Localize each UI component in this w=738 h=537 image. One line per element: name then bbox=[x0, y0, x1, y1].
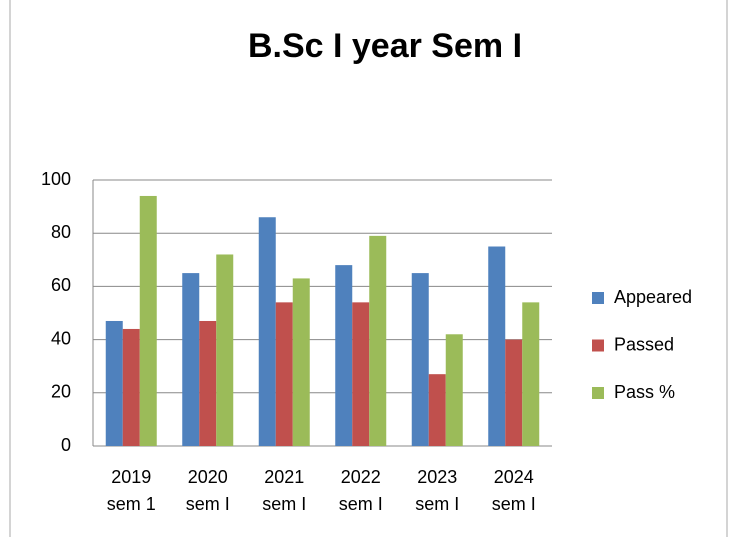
bar bbox=[335, 265, 353, 446]
y-tick-label: 60 bbox=[51, 275, 71, 295]
bar bbox=[216, 254, 234, 446]
chart-title: B.Sc I year Sem I bbox=[248, 27, 522, 65]
bar bbox=[292, 278, 310, 446]
y-tick-label: 100 bbox=[41, 169, 71, 189]
bar bbox=[445, 334, 463, 446]
bar bbox=[199, 320, 217, 446]
bar bbox=[505, 339, 523, 446]
x-tick-label: sem I bbox=[415, 494, 459, 514]
x-tick-label: sem I bbox=[262, 494, 306, 514]
bar bbox=[122, 328, 140, 446]
bar bbox=[522, 302, 540, 446]
x-tick-label: 2022 bbox=[341, 467, 381, 487]
y-tick-label: 20 bbox=[51, 382, 71, 402]
x-tick-label: 2019 bbox=[111, 467, 151, 487]
bar bbox=[411, 273, 429, 446]
bar bbox=[182, 273, 200, 446]
x-tick-label: 2021 bbox=[264, 467, 304, 487]
x-tick-label: sem I bbox=[186, 494, 230, 514]
bar bbox=[105, 320, 123, 446]
legend-swatch bbox=[592, 387, 604, 399]
legend-swatch bbox=[592, 339, 604, 352]
y-tick-label: 40 bbox=[51, 328, 71, 348]
bar bbox=[352, 302, 370, 446]
y-tick-label: 0 bbox=[61, 435, 71, 455]
legend-swatch bbox=[592, 292, 604, 304]
legend-label: Appeared bbox=[614, 287, 692, 307]
y-tick-label: 80 bbox=[51, 222, 71, 242]
bar bbox=[275, 302, 293, 446]
chart-frame bbox=[9, 0, 728, 537]
x-tick-label: sem I bbox=[339, 494, 383, 514]
bar bbox=[139, 195, 157, 446]
bar bbox=[258, 217, 276, 446]
legend-label: Passed bbox=[614, 334, 674, 354]
bar bbox=[369, 235, 387, 446]
bar bbox=[488, 246, 506, 446]
x-tick-label: sem 1 bbox=[107, 494, 156, 514]
x-tick-label: 2023 bbox=[417, 467, 457, 487]
x-tick-label: 2020 bbox=[188, 467, 228, 487]
x-tick-label: sem I bbox=[492, 494, 536, 514]
bar bbox=[428, 374, 446, 446]
x-tick-label: 2024 bbox=[494, 467, 534, 487]
legend-label: Pass % bbox=[614, 382, 675, 402]
